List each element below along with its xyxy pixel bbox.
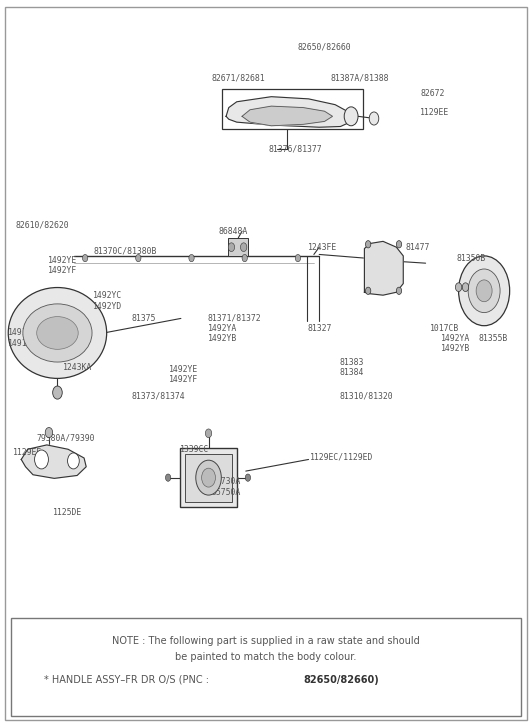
Circle shape bbox=[35, 450, 48, 469]
Circle shape bbox=[53, 386, 62, 399]
Text: 81370C/81380B: 81370C/81380B bbox=[93, 246, 156, 255]
Circle shape bbox=[459, 256, 510, 326]
Circle shape bbox=[205, 429, 212, 438]
Circle shape bbox=[365, 241, 371, 248]
Text: 1492YB: 1492YB bbox=[440, 345, 470, 353]
Text: 95750A: 95750A bbox=[212, 489, 241, 497]
Text: 86848A: 86848A bbox=[218, 227, 247, 236]
Text: 1129EE: 1129EE bbox=[420, 108, 450, 117]
Text: 82650/82660): 82650/82660) bbox=[303, 675, 379, 685]
Text: 1125DE: 1125DE bbox=[53, 508, 82, 517]
Text: 1017CB: 1017CB bbox=[430, 324, 459, 333]
Text: 81477: 81477 bbox=[405, 243, 430, 252]
Circle shape bbox=[468, 269, 500, 313]
Text: 1129EC/1129ED: 1129EC/1129ED bbox=[310, 452, 373, 461]
Text: 1243FE: 1243FE bbox=[307, 243, 337, 252]
Ellipse shape bbox=[37, 316, 78, 349]
Text: 1492YC: 1492YC bbox=[93, 292, 122, 300]
FancyBboxPatch shape bbox=[185, 454, 232, 502]
Ellipse shape bbox=[23, 304, 92, 362]
Text: 79380A/79390: 79380A/79390 bbox=[36, 433, 95, 442]
Text: 81384: 81384 bbox=[339, 368, 364, 377]
Circle shape bbox=[45, 427, 53, 438]
Circle shape bbox=[202, 468, 215, 487]
FancyBboxPatch shape bbox=[11, 618, 521, 716]
Text: 1492YF: 1492YF bbox=[48, 266, 77, 275]
Text: 1492YA: 1492YA bbox=[440, 334, 470, 343]
Text: be painted to match the body colour.: be painted to match the body colour. bbox=[176, 652, 356, 662]
Polygon shape bbox=[226, 97, 351, 127]
Text: 1492YD: 1492YD bbox=[93, 302, 122, 310]
Text: 1492YF: 1492YF bbox=[169, 375, 198, 384]
Circle shape bbox=[396, 241, 402, 248]
Text: 82650/82660: 82650/82660 bbox=[298, 43, 352, 52]
Circle shape bbox=[228, 243, 235, 252]
Text: 1491AD: 1491AD bbox=[8, 329, 37, 337]
Text: 1339CC: 1339CC bbox=[180, 445, 209, 454]
Text: 81387A/81388: 81387A/81388 bbox=[331, 73, 389, 82]
Polygon shape bbox=[242, 106, 332, 126]
Circle shape bbox=[295, 254, 301, 262]
Text: 81350B: 81350B bbox=[456, 254, 486, 262]
Text: 81355B: 81355B bbox=[479, 334, 508, 343]
Text: 82672: 82672 bbox=[420, 89, 445, 97]
Text: 1492YE: 1492YE bbox=[169, 365, 198, 374]
Text: 81383: 81383 bbox=[339, 358, 364, 366]
Circle shape bbox=[455, 283, 462, 292]
Text: 81375: 81375 bbox=[132, 314, 156, 323]
Circle shape bbox=[189, 254, 194, 262]
Text: 82671/82681: 82671/82681 bbox=[212, 73, 265, 82]
Polygon shape bbox=[364, 241, 403, 295]
Circle shape bbox=[196, 460, 221, 495]
Text: 95730A: 95730A bbox=[212, 477, 241, 486]
Text: 1492YB: 1492YB bbox=[207, 334, 237, 343]
Text: 1491DA: 1491DA bbox=[8, 339, 37, 348]
Circle shape bbox=[68, 453, 79, 469]
Circle shape bbox=[365, 287, 371, 294]
Polygon shape bbox=[21, 445, 86, 478]
Text: 82610/82620: 82610/82620 bbox=[16, 221, 70, 230]
Text: 81310/81320: 81310/81320 bbox=[339, 392, 393, 401]
Ellipse shape bbox=[8, 287, 106, 378]
Text: 1243KA: 1243KA bbox=[63, 363, 92, 371]
Text: * HANDLE ASSY–FR DR O/S (PNC :: * HANDLE ASSY–FR DR O/S (PNC : bbox=[44, 675, 212, 685]
Circle shape bbox=[344, 107, 358, 126]
Circle shape bbox=[369, 112, 379, 125]
Circle shape bbox=[476, 280, 492, 302]
Text: 1129EE: 1129EE bbox=[13, 448, 43, 457]
Circle shape bbox=[242, 254, 247, 262]
Text: 1492YE: 1492YE bbox=[48, 256, 77, 265]
Text: 81376/81377: 81376/81377 bbox=[269, 145, 322, 153]
Circle shape bbox=[165, 474, 171, 481]
Circle shape bbox=[245, 474, 251, 481]
FancyBboxPatch shape bbox=[228, 238, 248, 256]
Text: NOTE : The following part is supplied in a raw state and should: NOTE : The following part is supplied in… bbox=[112, 636, 420, 646]
Text: 1492YA: 1492YA bbox=[207, 324, 237, 333]
Text: 81373/81374: 81373/81374 bbox=[132, 392, 186, 401]
Text: 81327: 81327 bbox=[307, 324, 332, 333]
Circle shape bbox=[240, 243, 247, 252]
Circle shape bbox=[136, 254, 141, 262]
Text: 81371/81372: 81371/81372 bbox=[207, 314, 261, 323]
Circle shape bbox=[396, 287, 402, 294]
Circle shape bbox=[462, 283, 469, 292]
FancyBboxPatch shape bbox=[180, 448, 237, 507]
Circle shape bbox=[82, 254, 88, 262]
